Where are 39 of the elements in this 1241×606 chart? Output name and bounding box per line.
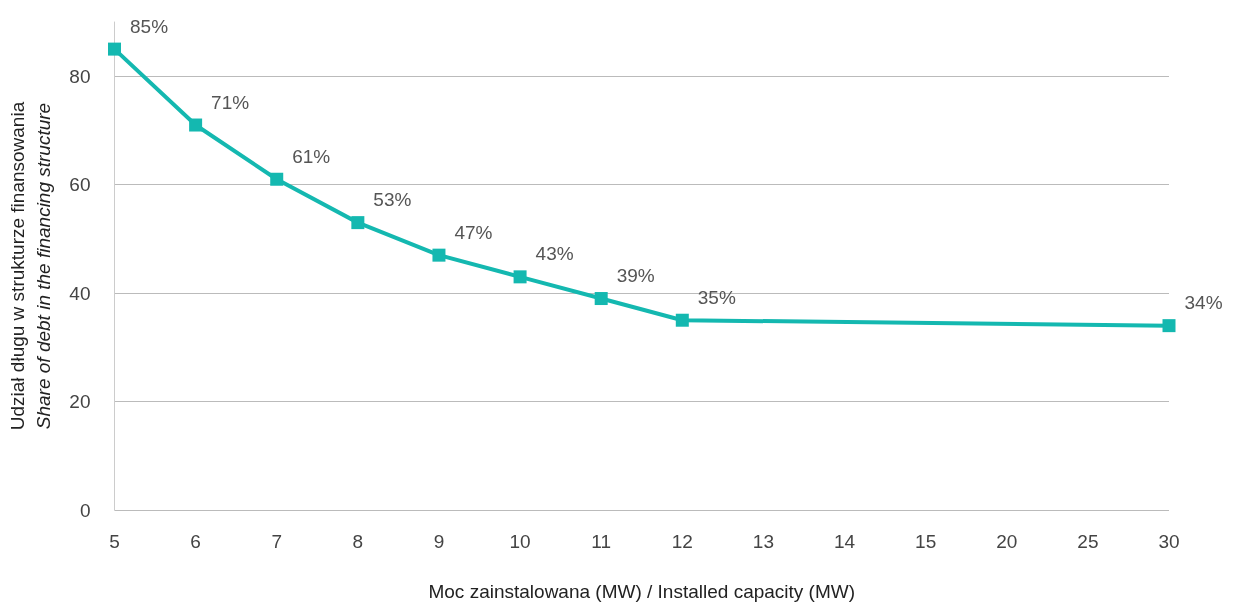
data-label: 47% [454, 221, 493, 243]
data-label: 71% [211, 91, 250, 113]
data-label: 53% [373, 189, 412, 211]
y-tick-label: 80 [69, 65, 91, 87]
x-tick-label: 11 [591, 531, 612, 552]
point [513, 270, 527, 284]
y-tick-label: 0 [79, 499, 91, 521]
x-tick-label: 10 [509, 531, 531, 552]
point [189, 118, 203, 132]
data-label: 61% [292, 145, 331, 167]
x-tick-label: 30 [1158, 531, 1180, 552]
x-tick-label: 6 [190, 531, 201, 552]
x-tick-label: 7 [271, 531, 283, 552]
point [432, 248, 446, 262]
x-tick-label: 15 [915, 531, 937, 552]
point [108, 42, 121, 56]
point [351, 216, 365, 230]
data-label: 39% [616, 265, 655, 287]
x-tick-label: 25 [1077, 531, 1099, 552]
point [270, 172, 284, 186]
y-tick-label: 20 [69, 391, 91, 413]
y-axis-title: Udział długu w strukturze finansowania Share of debt in the financing structure [7, 101, 54, 431]
point [594, 292, 608, 306]
x-tick-label: 8 [352, 531, 364, 552]
y-tick-label: 60 [69, 174, 91, 196]
data-label: 35% [697, 286, 736, 308]
point [675, 313, 689, 327]
y-tick-label: 40 [69, 282, 91, 304]
x-tick-label: 20 [996, 531, 1018, 552]
data-label: 43% [535, 243, 574, 265]
x-tick-label: 5 [109, 531, 120, 552]
data-label: 85% [130, 15, 169, 37]
x-tick-label: 13 [752, 531, 774, 552]
x-tick-label: 14 [833, 531, 856, 552]
x-tick-label: 12 [671, 531, 693, 552]
x-tick-label: 9 [433, 531, 445, 552]
data-label: 34% [1184, 292, 1223, 314]
point [1162, 319, 1176, 333]
x-axis-title: Moc zainstalowana (MW) / Installed capacity (MW) [428, 581, 856, 602]
